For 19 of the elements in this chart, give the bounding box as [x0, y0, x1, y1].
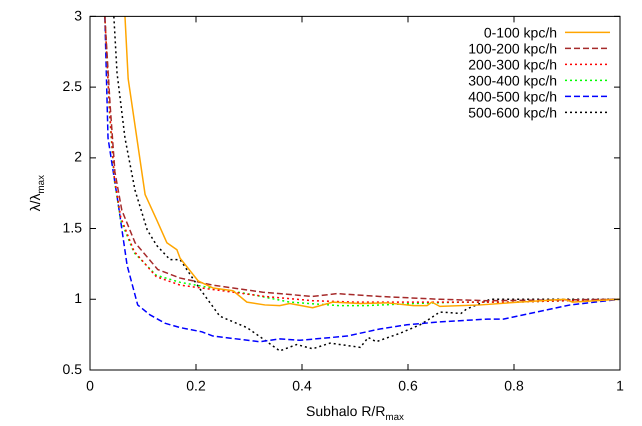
legend-label: 500-600 kpc/h — [468, 104, 558, 120]
x-tick-label: 0.6 — [398, 377, 418, 394]
x-tick-label: 0.8 — [504, 377, 524, 394]
y-tick-label: 2 — [74, 148, 82, 165]
y-tick-label: 0.5 — [62, 360, 82, 377]
x-tick-label: 0.4 — [292, 377, 312, 394]
x-tick-label: 1 — [616, 377, 624, 394]
legend-label: 200-300 kpc/h — [468, 56, 558, 72]
y-tick-label: 3 — [74, 7, 82, 24]
legend-label: 100-200 kpc/h — [468, 40, 558, 56]
y-tick-label: 1 — [74, 290, 82, 306]
legend-label: 400-500 kpc/h — [468, 88, 558, 104]
x-tick-label: 0.2 — [186, 377, 206, 394]
y-axis-title: λ/λmax — [27, 174, 48, 212]
y-tick-label: 1.5 — [62, 219, 82, 236]
y-tick-label: 2.5 — [62, 78, 82, 94]
legend-label: 0-100 kpc/h — [484, 24, 558, 40]
x-tick-label: 0 — [86, 377, 94, 394]
legend-label: 300-400 kpc/h — [468, 72, 558, 88]
